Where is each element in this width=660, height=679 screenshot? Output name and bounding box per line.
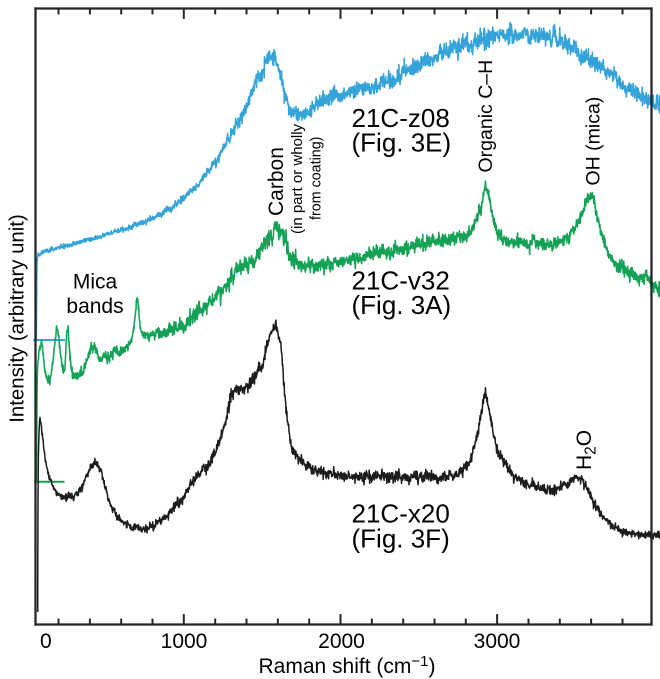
svg-text:21C-v32: 21C-v32 (352, 266, 450, 296)
svg-text:(in part or wholly: (in part or wholly (289, 123, 306, 234)
svg-text:(Fig. 3E): (Fig. 3E) (352, 128, 452, 158)
svg-text:Organic C–H: Organic C–H (475, 60, 497, 173)
svg-text:Mica: Mica (73, 271, 118, 294)
svg-text:(Fig. 3F): (Fig. 3F) (352, 524, 450, 554)
svg-text:Carbon: Carbon (265, 147, 288, 216)
svg-text:0: 0 (40, 630, 52, 653)
svg-text:OH (mica): OH (mica) (583, 97, 605, 186)
svg-text:(Fig. 3A): (Fig. 3A) (352, 290, 452, 320)
svg-text:from coating): from coating) (309, 137, 325, 220)
svg-text:1000: 1000 (161, 630, 208, 653)
svg-text:Intensity (arbitrary unit): Intensity (arbitrary unit) (7, 214, 29, 423)
svg-text:21C-z08: 21C-z08 (352, 103, 450, 133)
svg-text:3000: 3000 (474, 630, 521, 653)
svg-text:Raman shift (cm−1): Raman shift (cm−1) (259, 653, 436, 678)
svg-text:2000: 2000 (318, 630, 365, 653)
svg-text:21C-x20: 21C-x20 (352, 499, 450, 529)
svg-text:bands: bands (66, 295, 123, 318)
